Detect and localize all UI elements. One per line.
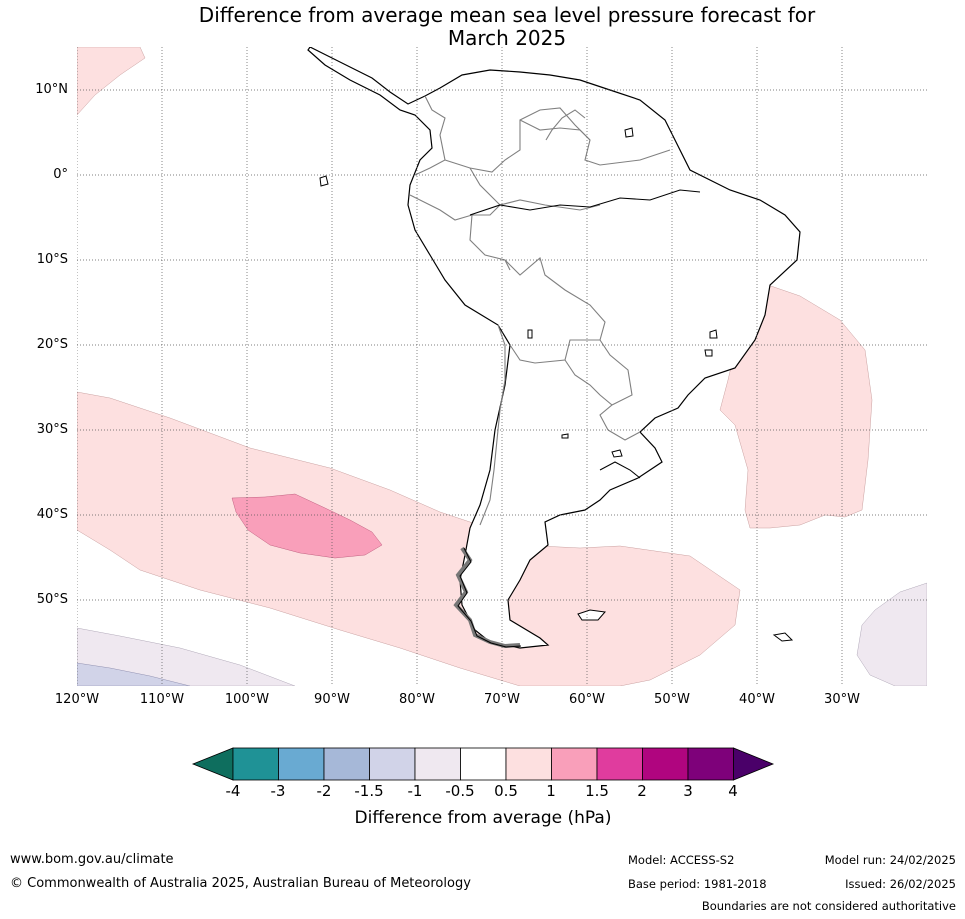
lon-label-100w: 100°W [224,692,270,707]
lon-label-40w: 40°W [739,692,775,707]
anomaly-negative-southwest [77,627,296,686]
model-run-text: Model run: 24/02/2025 [824,853,956,867]
colorbar-bin [596,747,643,781]
anomaly-positive-0_5-1-band-south-pacific [77,391,741,686]
rio-de-la-plata [599,461,641,479]
colorbar-tick-label: 1 [546,782,556,800]
issued-text: Issued: 26/02/2025 [845,877,956,891]
colorbar-bin [323,747,370,781]
lat-label-0: 0° [53,167,68,182]
lon-label-50w: 50°W [654,692,690,707]
colorbar-tick-label: 3 [683,782,693,800]
anomaly-positive-northwest [77,47,146,116]
colorbar [191,747,775,781]
islands [319,127,794,642]
colorbar-bin [232,747,279,781]
chart-title-line2: March 2025 [447,26,567,50]
lon-label-80w: 80°W [399,692,435,707]
colorbar-tick-label: 4 [728,782,738,800]
chart-title-line1: Difference from average mean sea level p… [198,3,816,27]
lon-label-60w: 60°W [569,692,605,707]
colorbar-bin [460,747,507,781]
lat-label-10n: 10°N [35,82,68,97]
colorbar-bin [687,747,734,781]
amazon-river [469,189,701,216]
colorbar-bin [369,747,416,781]
colorbar-tick-label: -1 [407,782,423,800]
lon-label-30w: 30°W [824,692,860,707]
colorbar-tick-label: -1.5 [354,782,384,800]
lon-label-110w: 110°W [139,692,185,707]
country-borders [409,95,671,526]
lat-label-50s: 50°S [36,592,68,607]
continent-land [307,47,801,649]
lat-label-30s: 30°S [36,422,68,437]
colorbar-tick-label: 2 [637,782,647,800]
colorbar-bin [642,747,689,781]
chart-title: Difference from average mean sea level p… [77,4,937,50]
lon-label-70w: 70°W [484,692,520,707]
colorbar-arrow-high [733,747,775,781]
colorbar-bin [551,747,598,781]
model-text: Model: ACCESS-S2 [628,853,735,867]
colorbar-tick-label: -3 [270,782,286,800]
southern-fjords-outline [457,547,522,648]
colorbar-tick-label: -0.5 [445,782,475,800]
colorbar-title: Difference from average (hPa) [354,808,612,828]
disclaimer-text: Boundaries are not considered authoritat… [701,899,956,913]
colorbar-bin [278,747,325,781]
colorbar-tick-label: -4 [225,782,241,800]
anomaly-positive-1-1_5-blob [231,493,383,559]
base-period-text: Base period: 1981-2018 [628,877,767,891]
lakes [527,329,718,439]
colorbar-arrow-low [191,747,234,781]
lon-label-120w: 120°W [54,692,100,707]
colorbar-tick-label: 1.5 [585,782,609,800]
website-link[interactable]: www.bom.gov.au/climate [10,852,174,867]
copyright-text: © Commonwealth of Australia 2025, Austra… [10,876,471,891]
anomaly-negative-southeast [856,582,927,686]
graticule [77,47,927,686]
lat-label-40s: 40°S [36,507,68,522]
colorbar-bin [414,747,461,781]
lat-label-10s: 10°S [36,252,68,267]
colorbar-bin [505,747,552,781]
lon-label-90w: 90°W [314,692,350,707]
map-area [77,47,927,686]
colorbar-tick-label: -2 [316,782,332,800]
lat-label-20s: 20°S [36,337,68,352]
colorbar-tick-label: 0.5 [494,782,518,800]
